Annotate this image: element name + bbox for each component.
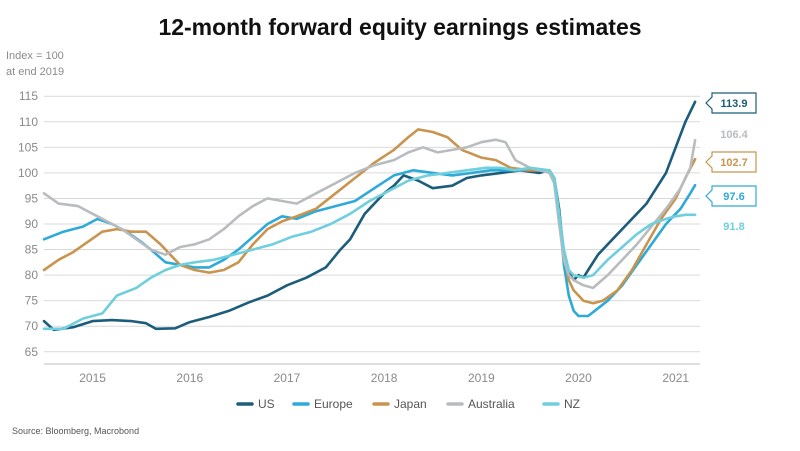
series-line-us (42, 100, 697, 332)
x-tick-label-2021: 2021 (662, 371, 689, 385)
source-note: Source: Bloomberg, Macrobond (12, 426, 140, 436)
x-tick-label-2020: 2020 (565, 371, 592, 385)
series-line-nz (42, 166, 697, 331)
y-tick-label-85: 85 (25, 243, 39, 257)
y-tick-label-115: 115 (19, 89, 38, 103)
end-label-australia: 106.4 (720, 129, 748, 141)
y-tick-label-110: 110 (19, 115, 38, 129)
y-tick-label-105: 105 (18, 140, 38, 154)
y-tick-label-65: 65 (25, 345, 39, 359)
legend-label-australia: Australia (468, 397, 515, 411)
chart-title: 12-month forward equity earnings estimat… (158, 14, 642, 40)
x-tick-label-2015: 2015 (79, 371, 106, 385)
x-tick-label-2017: 2017 (274, 371, 301, 385)
y-tick-label-70: 70 (25, 319, 39, 333)
end-label-japan: 102.7 (720, 157, 748, 169)
end-label-us: 113.9 (721, 98, 748, 110)
legend-label-japan: Japan (394, 397, 427, 411)
y-tick-label-80: 80 (25, 268, 39, 282)
end-label-box-us (705, 92, 757, 114)
y-axis-unit-label: Index = 100 at end 2019 (6, 48, 64, 80)
series-line-australia (42, 138, 697, 290)
legend-label-nz: NZ (564, 397, 580, 411)
end-label-europe: 97.6 (723, 191, 744, 203)
y-tick-label-90: 90 (25, 217, 39, 231)
y-axis-unit-line-1: Index = 100 (6, 50, 64, 62)
legend-label-us: US (258, 397, 275, 411)
x-tick-label-2016: 2016 (176, 371, 203, 385)
x-tick-label-2018: 2018 (371, 371, 398, 385)
series-line-europe (42, 169, 697, 318)
end-label-nz: 91.8 (723, 221, 744, 233)
y-tick-label-75: 75 (25, 294, 39, 308)
end-label-box-europe (705, 185, 757, 207)
y-tick-label-100: 100 (18, 166, 38, 180)
y-tick-label-95: 95 (25, 191, 39, 205)
x-tick-label-2019: 2019 (468, 371, 495, 385)
legend-label-europe: Europe (314, 397, 353, 411)
y-axis-unit-line-2: at end 2019 (6, 66, 65, 78)
end-label-box-japan (705, 151, 757, 173)
series-line-japan (42, 128, 697, 305)
